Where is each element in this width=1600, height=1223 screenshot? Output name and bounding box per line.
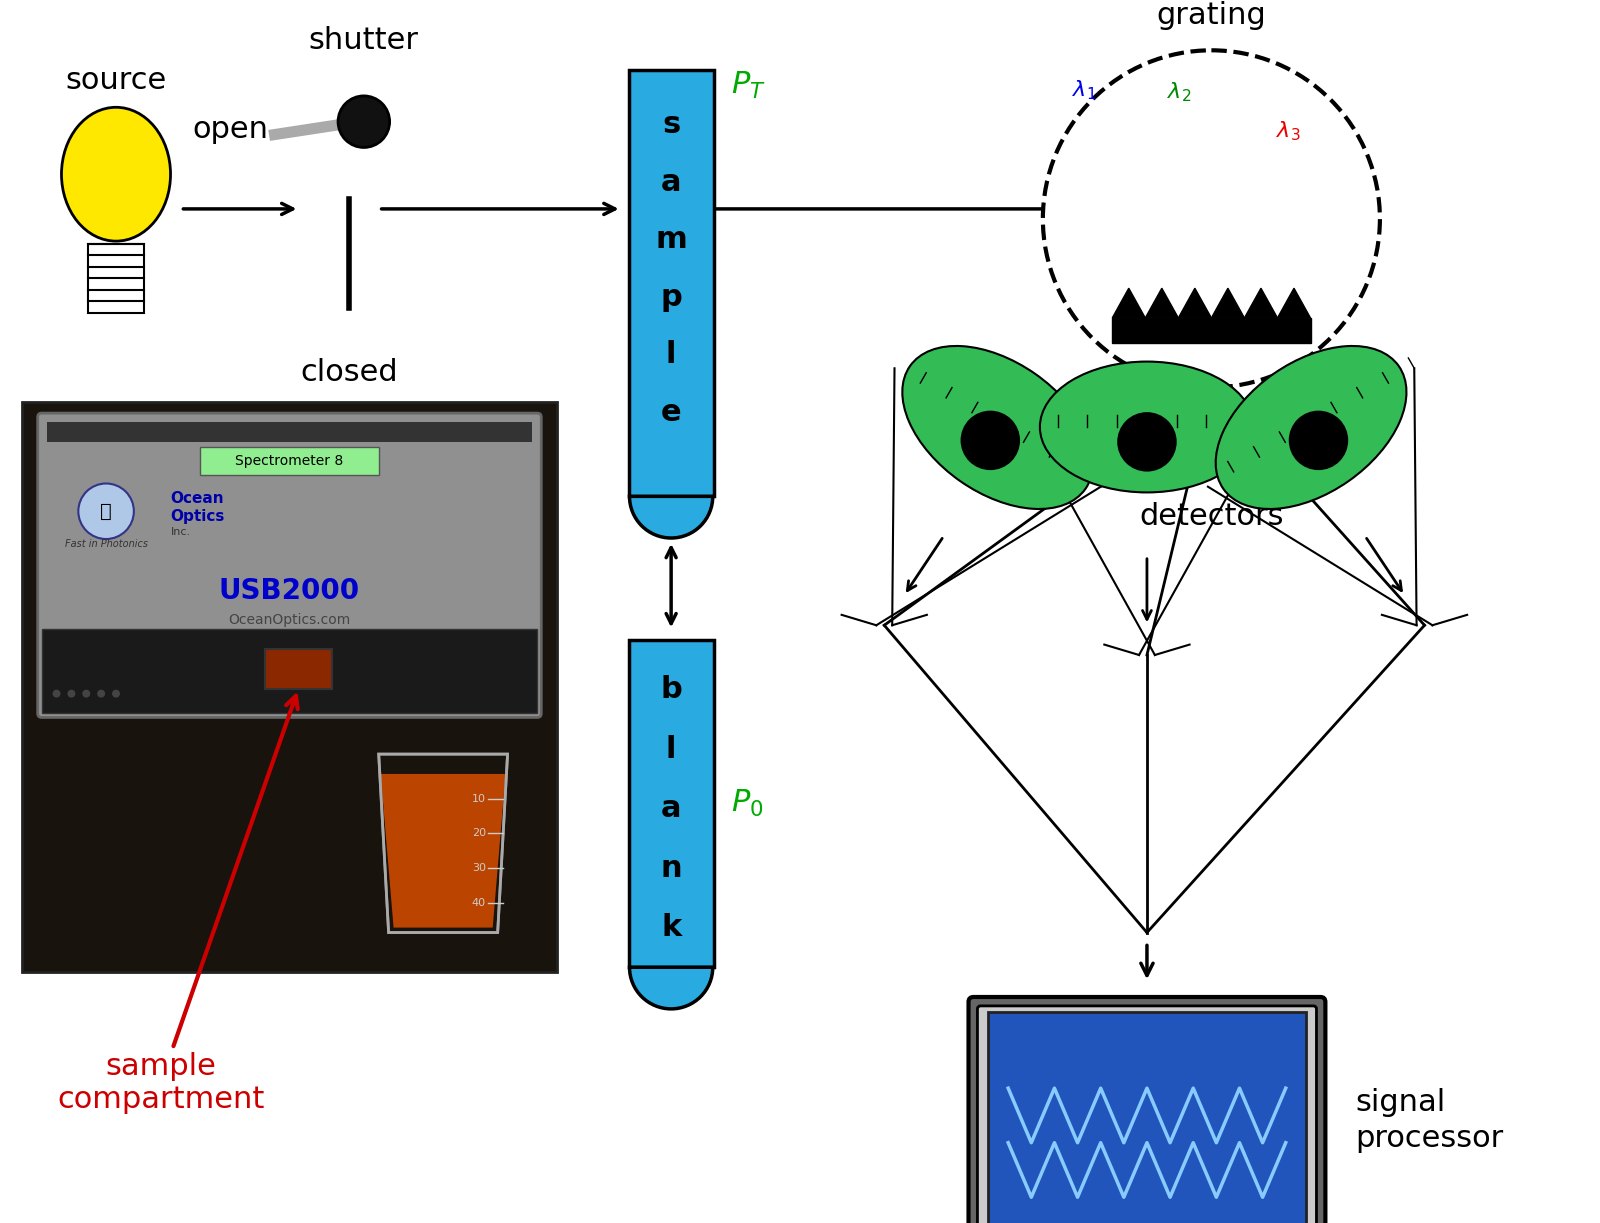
Text: Optics: Optics — [171, 509, 226, 523]
Text: open: open — [192, 115, 269, 144]
Text: sample
compartment: sample compartment — [58, 696, 298, 1114]
Text: Ocean: Ocean — [171, 490, 224, 506]
Text: m: m — [656, 225, 686, 254]
Text: grating: grating — [1157, 1, 1266, 31]
Text: closed: closed — [301, 358, 398, 386]
Text: n: n — [661, 854, 682, 883]
Text: $P_0$: $P_0$ — [731, 788, 763, 819]
Text: $\lambda_2$: $\lambda_2$ — [1166, 81, 1190, 104]
Text: $P_T$: $P_T$ — [731, 70, 765, 100]
Ellipse shape — [902, 346, 1093, 509]
Text: k: k — [661, 914, 682, 942]
Bar — [264, 649, 333, 689]
Bar — [629, 640, 714, 967]
Circle shape — [1117, 412, 1176, 472]
Ellipse shape — [1216, 346, 1406, 509]
Text: Inc.: Inc. — [171, 527, 190, 537]
Circle shape — [960, 411, 1021, 470]
Text: a: a — [661, 168, 682, 197]
Text: a: a — [661, 794, 682, 823]
Text: p: p — [661, 283, 682, 312]
Bar — [88, 243, 144, 313]
Circle shape — [82, 690, 90, 697]
Text: Fast in Photonics: Fast in Photonics — [64, 539, 147, 549]
Bar — [22, 402, 557, 972]
Circle shape — [98, 690, 106, 697]
Circle shape — [338, 95, 390, 148]
Circle shape — [53, 690, 61, 697]
Circle shape — [78, 483, 134, 539]
Text: detectors: detectors — [1139, 501, 1283, 531]
Bar — [200, 446, 379, 475]
Polygon shape — [1178, 289, 1211, 318]
Text: 20: 20 — [472, 828, 486, 839]
Text: Spectrometer 8: Spectrometer 8 — [235, 454, 344, 467]
Polygon shape — [381, 774, 506, 927]
FancyBboxPatch shape — [978, 1005, 1317, 1223]
Text: signal
processor: signal processor — [1355, 1088, 1504, 1153]
FancyBboxPatch shape — [968, 997, 1325, 1223]
Text: b: b — [661, 675, 682, 704]
Polygon shape — [1277, 289, 1310, 318]
Text: shutter: shutter — [309, 26, 419, 55]
Text: $\lambda_3$: $\lambda_3$ — [1275, 120, 1301, 143]
Bar — [46, 422, 533, 442]
Circle shape — [1288, 411, 1349, 470]
Polygon shape — [1211, 289, 1245, 318]
Wedge shape — [629, 967, 712, 1009]
Polygon shape — [1146, 289, 1178, 318]
Text: $\lambda_1$: $\lambda_1$ — [1072, 78, 1096, 102]
Text: l: l — [666, 340, 677, 369]
Bar — [989, 1011, 1306, 1223]
Text: e: e — [661, 397, 682, 427]
Text: l: l — [666, 735, 677, 763]
Polygon shape — [1245, 289, 1277, 318]
Text: 40: 40 — [472, 898, 486, 907]
Polygon shape — [1112, 289, 1146, 318]
Text: OceanOptics.com: OceanOptics.com — [229, 613, 350, 627]
Text: source: source — [66, 66, 166, 94]
Circle shape — [1043, 50, 1379, 388]
Text: USB2000: USB2000 — [219, 576, 360, 604]
FancyBboxPatch shape — [38, 413, 541, 718]
Circle shape — [112, 690, 120, 697]
Text: s: s — [662, 110, 680, 139]
Bar — [629, 70, 714, 497]
Ellipse shape — [61, 108, 171, 241]
Ellipse shape — [1040, 362, 1254, 493]
Circle shape — [67, 690, 75, 697]
Text: 🌐: 🌐 — [101, 501, 112, 521]
Polygon shape — [1112, 318, 1310, 342]
Text: 30: 30 — [472, 863, 486, 873]
Text: 10: 10 — [472, 794, 486, 804]
Bar — [42, 629, 538, 713]
Wedge shape — [629, 497, 712, 538]
